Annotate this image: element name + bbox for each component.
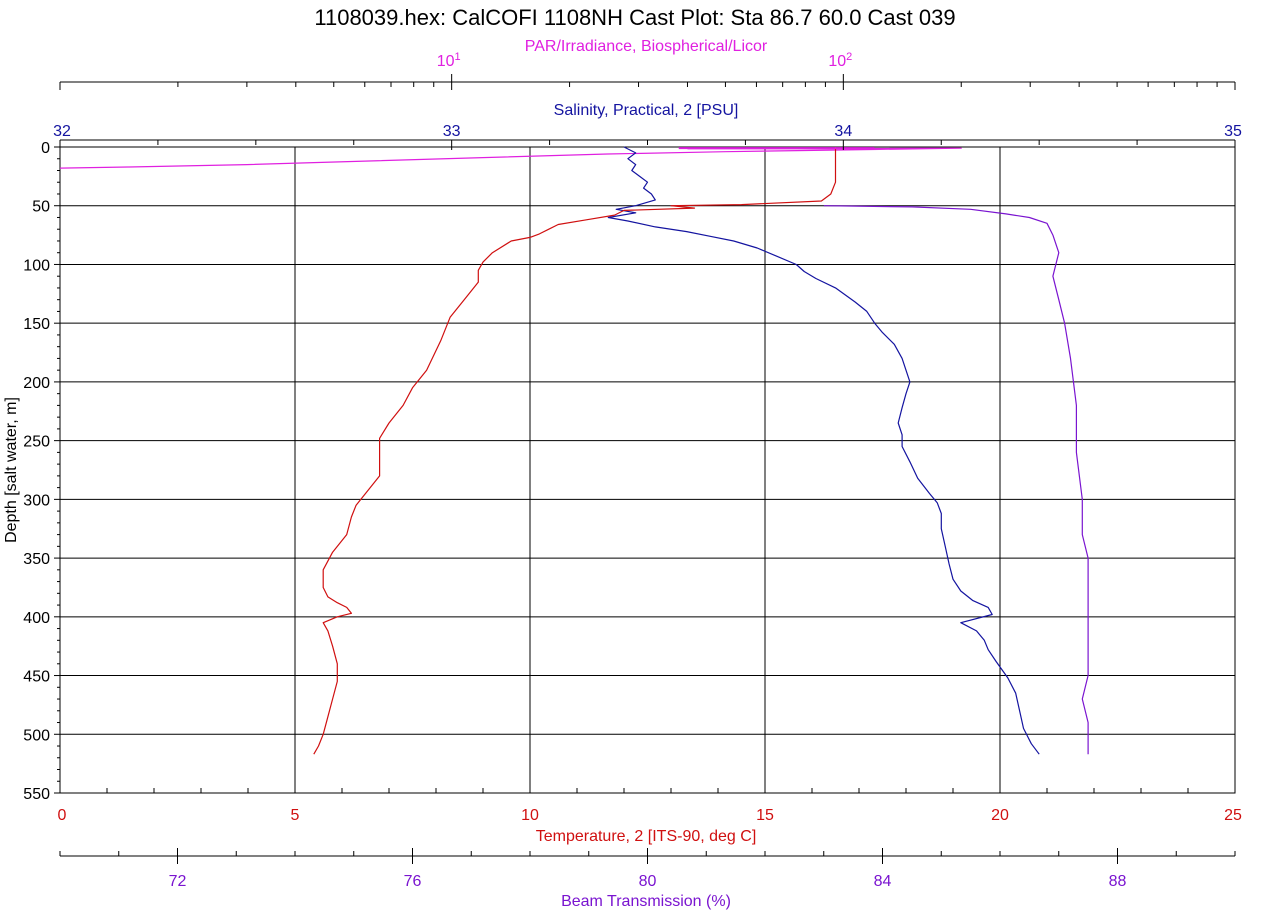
temp-tick-label: 5: [291, 807, 300, 824]
temp-axis-title: Temperature, 2 [ITS-90, deg C]: [536, 828, 757, 845]
sal-tick-label: 32: [53, 123, 71, 140]
y-tick-label: 300: [23, 492, 50, 509]
par-tick-exponent: 2: [846, 51, 852, 63]
beam-tick-label: 80: [639, 873, 657, 890]
beam-tick-label: 88: [1109, 873, 1127, 890]
par-tick-base: 10: [437, 53, 455, 70]
temp-tick-label: 15: [756, 807, 774, 824]
par-axis-title: PAR/Irradiance, Biospherical/Licor: [525, 38, 768, 55]
y-tick-label: 400: [23, 610, 50, 627]
series-beam-line: [823, 205, 1089, 755]
y-tick-label: 50: [32, 199, 50, 216]
temp-tick-label: 10: [521, 807, 539, 824]
y-tick-label: 350: [23, 551, 50, 568]
beam-tick-label: 84: [874, 873, 892, 890]
par-tick-base: 10: [828, 53, 846, 70]
y-tick-label: 250: [23, 434, 50, 451]
par-tick-label: 102: [828, 51, 852, 70]
sal-tick-label: 35: [1224, 123, 1242, 140]
y-tick-label: 100: [23, 257, 50, 274]
sal-tick-label: 34: [834, 123, 852, 140]
y-tick-label: 0: [41, 140, 50, 157]
chart-title: 1108039.hex: CalCOFI 1108NH Cast Plot: S…: [314, 5, 955, 30]
series-par-line: [59, 147, 962, 169]
sal-tick-label: 33: [443, 123, 461, 140]
y-axis-title: Depth [salt water, m]: [3, 397, 20, 543]
y-tick-label: 500: [23, 727, 50, 744]
y-tick-label: 450: [23, 669, 50, 686]
plot-frame: [59, 146, 1236, 794]
temp-tick-label: 20: [991, 807, 1009, 824]
par-tick-exponent: 1: [455, 51, 461, 63]
y-tick-label: 200: [23, 375, 50, 392]
sal-axis-title: Salinity, Practical, 2 [PSU]: [554, 102, 739, 119]
y-tick-label: 150: [23, 316, 50, 333]
par-tick-label: 101: [437, 51, 461, 70]
beam-tick-label: 76: [404, 873, 422, 890]
temp-tick-label: 25: [1224, 807, 1242, 824]
beam-tick-label: 72: [169, 873, 187, 890]
beam-axis-title: Beam Transmission (%): [561, 893, 731, 910]
y-tick-label: 550: [23, 786, 50, 803]
series-temp-line: [313, 147, 837, 755]
series-sal-line: [607, 146, 1040, 755]
temp-tick-label: 0: [58, 807, 67, 824]
